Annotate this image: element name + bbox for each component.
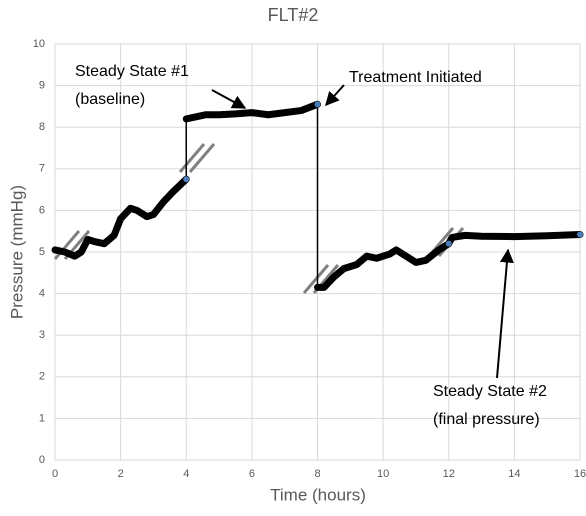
x-tick-label: 2 (118, 468, 124, 480)
x-tick-label: 16 (574, 468, 586, 480)
chart-title: FLT#2 (268, 5, 319, 25)
y-tick-label: 1 (39, 412, 45, 424)
marker-point (577, 231, 583, 238)
x-tick-label: 12 (443, 468, 455, 480)
y-tick-label: 3 (39, 329, 45, 341)
x-tick-label: 4 (183, 468, 189, 480)
y-tick-label: 10 (33, 38, 45, 50)
x-axis-label: Time (hours) (270, 485, 366, 504)
y-tick-label: 6 (39, 204, 45, 216)
y-tick-label: 0 (39, 454, 45, 466)
y-axis-label: Pressure (mmHg) (7, 185, 26, 319)
y-tick-label: 2 (39, 371, 45, 383)
annotation: Treatment Initiated (349, 69, 482, 86)
x-tick-label: 14 (508, 468, 520, 480)
line-series (314, 231, 584, 291)
marker-point (183, 176, 190, 183)
annotation: Steady State #1 (75, 63, 189, 80)
annotation-arrow (325, 84, 345, 107)
x-tick-label: 6 (249, 468, 255, 480)
x-tick-label: 0 (52, 468, 58, 480)
x-tick-label: 8 (314, 468, 320, 480)
marker-point (445, 240, 452, 247)
line-series (51, 175, 190, 260)
annotation: (final pressure) (433, 411, 540, 428)
annotation-arrow (496, 248, 514, 379)
x-tick-label: 10 (377, 468, 389, 480)
y-tick-label: 5 (39, 246, 45, 258)
break-mark (302, 264, 330, 294)
break-mark (188, 143, 216, 173)
y-tick-label: 8 (39, 121, 45, 133)
y-tick-label: 9 (39, 80, 45, 92)
line-series (182, 100, 321, 123)
break-mark (178, 143, 206, 173)
annotation: (baseline) (75, 91, 145, 108)
marker-point (314, 101, 321, 108)
annotation: Steady State #2 (433, 383, 547, 400)
y-tick-label: 4 (39, 288, 45, 300)
y-tick-label: 7 (39, 163, 45, 175)
annotation-arrow (211, 89, 247, 109)
